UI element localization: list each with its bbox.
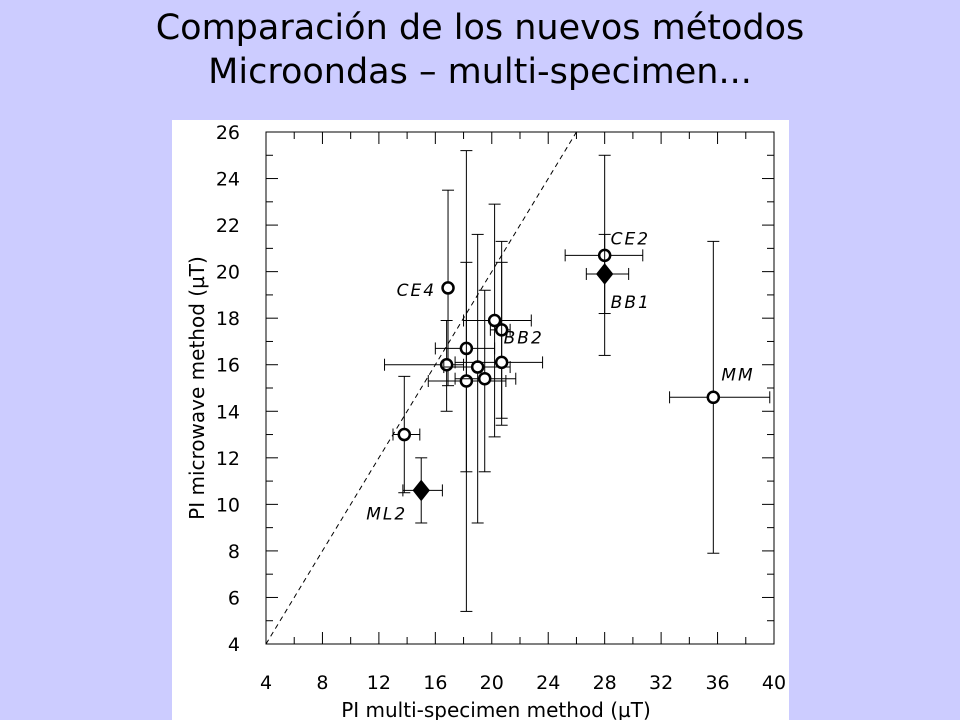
point-label-ce2: CE2 [611,229,650,249]
y-axis-title: PI microwave method (µT) [185,256,209,520]
circle-marker [397,427,412,442]
point-label-mm: MM [721,365,754,385]
diamond-marker [412,479,430,502]
circle-marker [487,313,502,328]
y-tick-label: 4 [228,634,240,656]
x-tick-label: 40 [762,672,786,694]
circle-marker [459,374,474,388]
y-tick-label: 12 [216,448,240,470]
point-label-bb2: BB2 [504,328,544,348]
x-tick-label: 12 [367,672,391,694]
x-tick-label: 28 [593,672,617,694]
x-tick-label: 8 [316,672,328,694]
circle-marker [706,390,721,405]
x-tick-label: 16 [423,672,447,694]
x-tick-label: 24 [536,672,560,694]
chart-panel: 4 8 12 16 20 24 28 32 36 40 4 6 8 10 12 14 16 18 20 22 24 26 P… [172,120,789,720]
circle-marker [441,281,455,295]
y-tick-label: 6 [228,587,240,609]
slide-title: Comparación de los nuevos métodos Microo… [0,6,960,94]
diamond-marker [596,263,614,285]
y-tick-label: 16 [216,355,240,377]
x-tick-label: 4 [260,672,272,694]
x-tick-label: 20 [480,672,504,694]
x-tick-label: 32 [649,672,673,694]
y-tick-label: 10 [216,494,240,516]
y-tick-label: 14 [216,401,240,423]
slide-title-line-2: Microondas – multi-specimen... [208,52,752,92]
point-label-ce4: CE4 [397,281,436,301]
x-axis-title: PI multi-specimen method (µT) [341,698,651,720]
y-tick-label: 20 [216,262,240,284]
y-tick-label: 26 [216,122,240,144]
circle-marker [494,355,509,370]
circle-marker [477,371,492,386]
y-tick-label: 24 [216,169,240,191]
y-tick-label: 8 [228,541,240,563]
circle-marker [470,360,485,374]
point-label-ml2: ML2 [366,504,407,524]
x-tick-label: 36 [705,672,729,694]
slide-title-line-1: Comparación de los nuevos métodos [155,8,805,48]
y-tick-label: 22 [216,215,240,237]
scatter-plot: 4 8 12 16 20 24 28 32 36 40 4 6 8 10 12 14 16 18 20 22 24 26 P… [185,122,786,720]
point-label-bb1: BB1 [611,293,651,313]
y-tick-label: 18 [216,308,240,330]
circle-marker [439,357,454,372]
plot-frame [265,131,775,645]
reference-line [265,131,577,645]
